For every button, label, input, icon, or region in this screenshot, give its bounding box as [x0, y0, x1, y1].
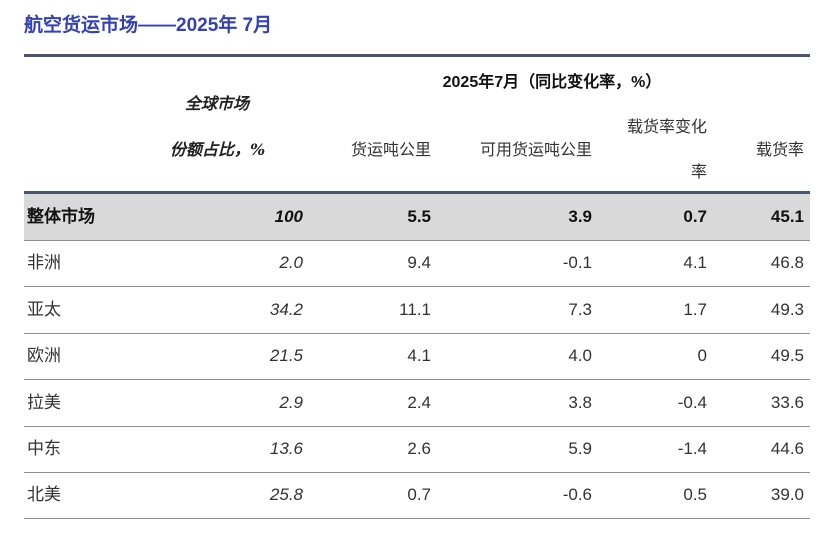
clf-change-value: 0.7 — [683, 207, 707, 226]
clf-value: 49.5 — [770, 346, 804, 365]
clf-change-value: 0.5 — [683, 485, 707, 504]
share-value: 13.6 — [269, 439, 303, 458]
clf-value: 49.3 — [770, 300, 804, 319]
top-rule — [24, 54, 810, 57]
table-row: 拉美 2.9 2.4 3.8 -0.4 33.6 — [24, 380, 810, 427]
ctk-value: 2.6 — [407, 439, 431, 458]
ctk-value: 4.1 — [407, 346, 431, 365]
row-label: 中东 — [27, 439, 61, 459]
table-row-total: 整体市场 100 5.5 3.9 0.7 45.1 — [24, 194, 810, 241]
ctk-header: 货运吨公里 — [350, 140, 431, 159]
row-label: 欧洲 — [27, 346, 61, 366]
ctk-value: 2.4 — [407, 393, 431, 412]
clf-change-value: 0 — [697, 346, 707, 365]
actk-value: -0.6 — [562, 485, 592, 504]
actk-value: 7.3 — [568, 300, 592, 319]
table-row: 亚太 34.2 11.1 7.3 1.7 49.3 — [24, 287, 810, 334]
ctk-value: 5.5 — [407, 207, 431, 226]
ctk-value: 9.4 — [407, 253, 431, 272]
share-value: 2.9 — [279, 393, 303, 412]
table-row: 非洲 2.0 9.4 -0.1 4.1 46.8 — [24, 240, 810, 287]
clf-value: 46.8 — [770, 253, 804, 272]
actk-value: 3.9 — [568, 207, 592, 226]
period-header: 2025年7月（同比变化率，%） — [442, 74, 662, 91]
clf-change-value: -1.4 — [677, 439, 707, 458]
row-label: 亚太 — [27, 300, 61, 320]
row-label: 非洲 — [27, 253, 61, 273]
ctk-value: 0.7 — [407, 485, 431, 504]
clf-header: 载货率 — [755, 140, 804, 159]
share-value: 2.0 — [279, 253, 303, 272]
table-row: 北美 25.8 0.7 -0.6 0.5 39.0 — [24, 472, 810, 519]
actk-header: 可用货运吨公里 — [479, 140, 592, 159]
clf-value: 45.1 — [770, 207, 804, 226]
header-rule — [24, 191, 810, 194]
share-value: 34.2 — [269, 300, 303, 319]
table-row: 欧洲 21.5 4.1 4.0 0 49.5 — [24, 333, 810, 380]
clf-value: 39.0 — [770, 485, 804, 504]
ctk-value: 11.1 — [399, 300, 431, 319]
actk-value: 3.8 — [568, 393, 592, 412]
row-label: 北美 — [27, 485, 61, 505]
share-value: 25.8 — [269, 485, 303, 504]
clf-change-value: 1.7 — [683, 300, 707, 319]
share-header-line1: 全球市场 — [185, 94, 250, 113]
share-header-line2: 份额占比，% — [170, 140, 266, 159]
clf-change-header-line1: 载货率变化 — [626, 117, 707, 136]
row-label: 整体市场 — [27, 207, 95, 227]
table-row: 中东 13.6 2.6 5.9 -1.4 44.6 — [24, 426, 810, 473]
share-value: 100 — [274, 207, 303, 226]
page-title: 航空货运市场——2025年 7月 — [24, 15, 273, 36]
actk-value: 5.9 — [568, 439, 592, 458]
clf-value: 44.6 — [770, 439, 804, 458]
row-label: 拉美 — [27, 393, 61, 413]
actk-value: 4.0 — [568, 346, 592, 365]
actk-value: -0.1 — [562, 253, 592, 272]
clf-change-header-line2: 率 — [690, 162, 707, 181]
clf-value: 33.6 — [770, 393, 804, 412]
clf-change-value: -0.4 — [677, 393, 707, 412]
clf-change-value: 4.1 — [683, 253, 707, 272]
share-value: 21.5 — [269, 346, 303, 365]
